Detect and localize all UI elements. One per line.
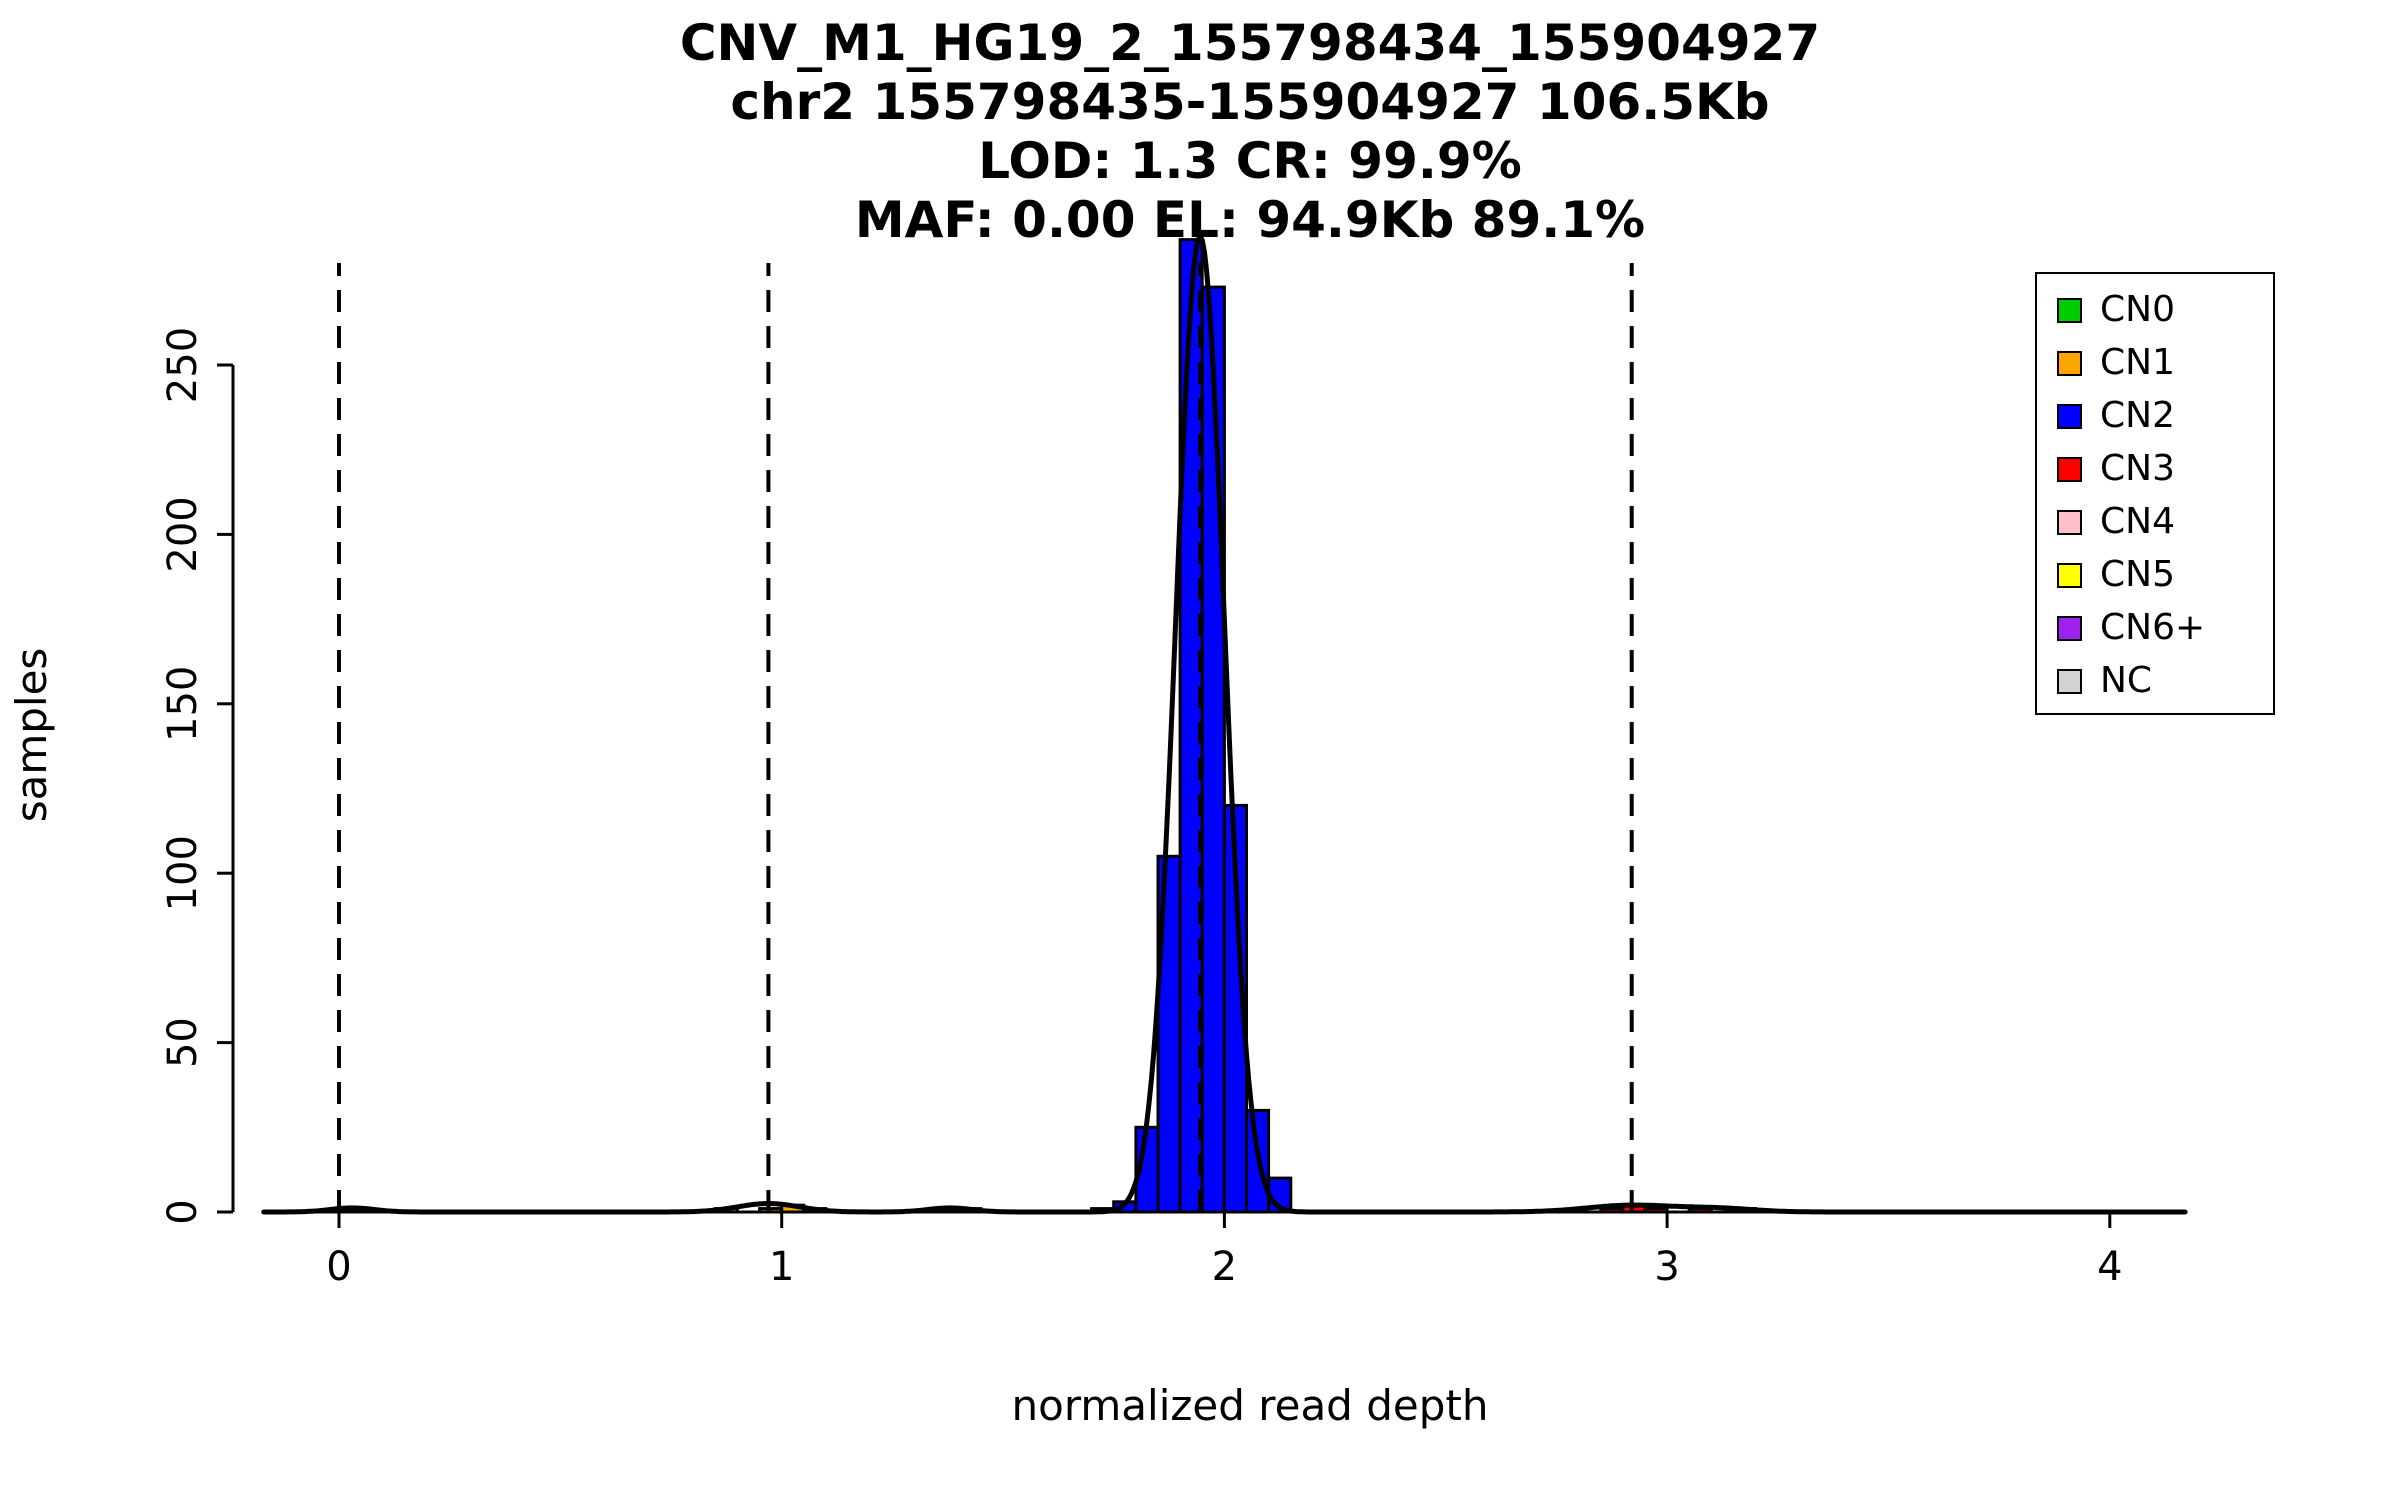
legend-item-cn0: CN0 bbox=[2057, 290, 2263, 330]
x-tick-label: 0 bbox=[326, 1244, 351, 1290]
y-tick-label: 100 bbox=[160, 835, 206, 911]
legend-swatch-cn0 bbox=[2057, 297, 2082, 323]
cn-guide-lines bbox=[337, 263, 1634, 1212]
legend-item-nc: NC bbox=[2057, 661, 2263, 701]
legend-label: CN0 bbox=[2100, 289, 2175, 330]
chart-title-line-2: chr2 155798435-155904927 106.5Kb bbox=[730, 73, 1770, 131]
y-tick-label: 0 bbox=[160, 1199, 206, 1224]
legend: CN0 CN1 CN2 CN3 CN4 CN5 CN6+ NC bbox=[2035, 272, 2275, 715]
x-tick-label: 2 bbox=[1212, 1244, 1237, 1290]
legend-label: CN5 bbox=[2100, 554, 2175, 595]
histogram-bars bbox=[337, 238, 1758, 1214]
y-tick-label: 150 bbox=[160, 666, 206, 742]
legend-label: CN2 bbox=[2100, 395, 2175, 436]
y-tick-label: 50 bbox=[160, 1017, 206, 1068]
y-axis-label: samples bbox=[7, 648, 56, 823]
legend-item-cn2: CN2 bbox=[2057, 396, 2263, 436]
x-tick-label: 1 bbox=[769, 1244, 794, 1290]
chart-title-line-3: LOD: 1.3 CR: 99.9% bbox=[978, 132, 1522, 190]
legend-item-cn3: CN3 bbox=[2057, 449, 2263, 489]
legend-swatch-cn5 bbox=[2057, 562, 2082, 588]
legend-item-cn5: CN5 bbox=[2057, 555, 2263, 595]
chart-title-line-4: MAF: 0.00 EL: 94.9Kb 89.1% bbox=[854, 191, 1646, 249]
axes: 0 1 2 3 4 0 50 100 150 200 250 bbox=[160, 327, 2186, 1290]
legend-swatch-cn4 bbox=[2057, 509, 2082, 535]
x-tick-label: 3 bbox=[1654, 1244, 1679, 1290]
legend-item-cn6plus: CN6+ bbox=[2057, 608, 2263, 648]
chart-title-line-1: CNV_M1_HG19_2_155798434_155904927 bbox=[679, 14, 1821, 72]
legend-item-cn4: CN4 bbox=[2057, 502, 2263, 542]
legend-item-cn1: CN1 bbox=[2057, 343, 2263, 383]
legend-label: NC bbox=[2100, 660, 2153, 701]
y-tick-label: 200 bbox=[160, 496, 206, 572]
legend-label: CN1 bbox=[2100, 342, 2175, 383]
x-tick-label: 4 bbox=[2097, 1244, 2122, 1290]
legend-swatch-cn2 bbox=[2057, 403, 2082, 429]
legend-swatch-cn6plus bbox=[2057, 615, 2082, 641]
legend-label: CN4 bbox=[2100, 501, 2175, 542]
chart-title-block: CNV_M1_HG19_2_155798434_155904927 chr2 1… bbox=[300, 14, 2200, 250]
histogram-bar-cn2 bbox=[1200, 285, 1226, 1214]
y-tick-label: 250 bbox=[160, 327, 206, 403]
legend-swatch-nc bbox=[2057, 668, 2082, 694]
legend-swatch-cn1 bbox=[2057, 350, 2082, 376]
legend-label: CN3 bbox=[2100, 448, 2175, 489]
x-axis-label: normalized read depth bbox=[1012, 1381, 1489, 1430]
legend-label: CN6+ bbox=[2100, 607, 2206, 648]
legend-swatch-cn3 bbox=[2057, 456, 2082, 482]
